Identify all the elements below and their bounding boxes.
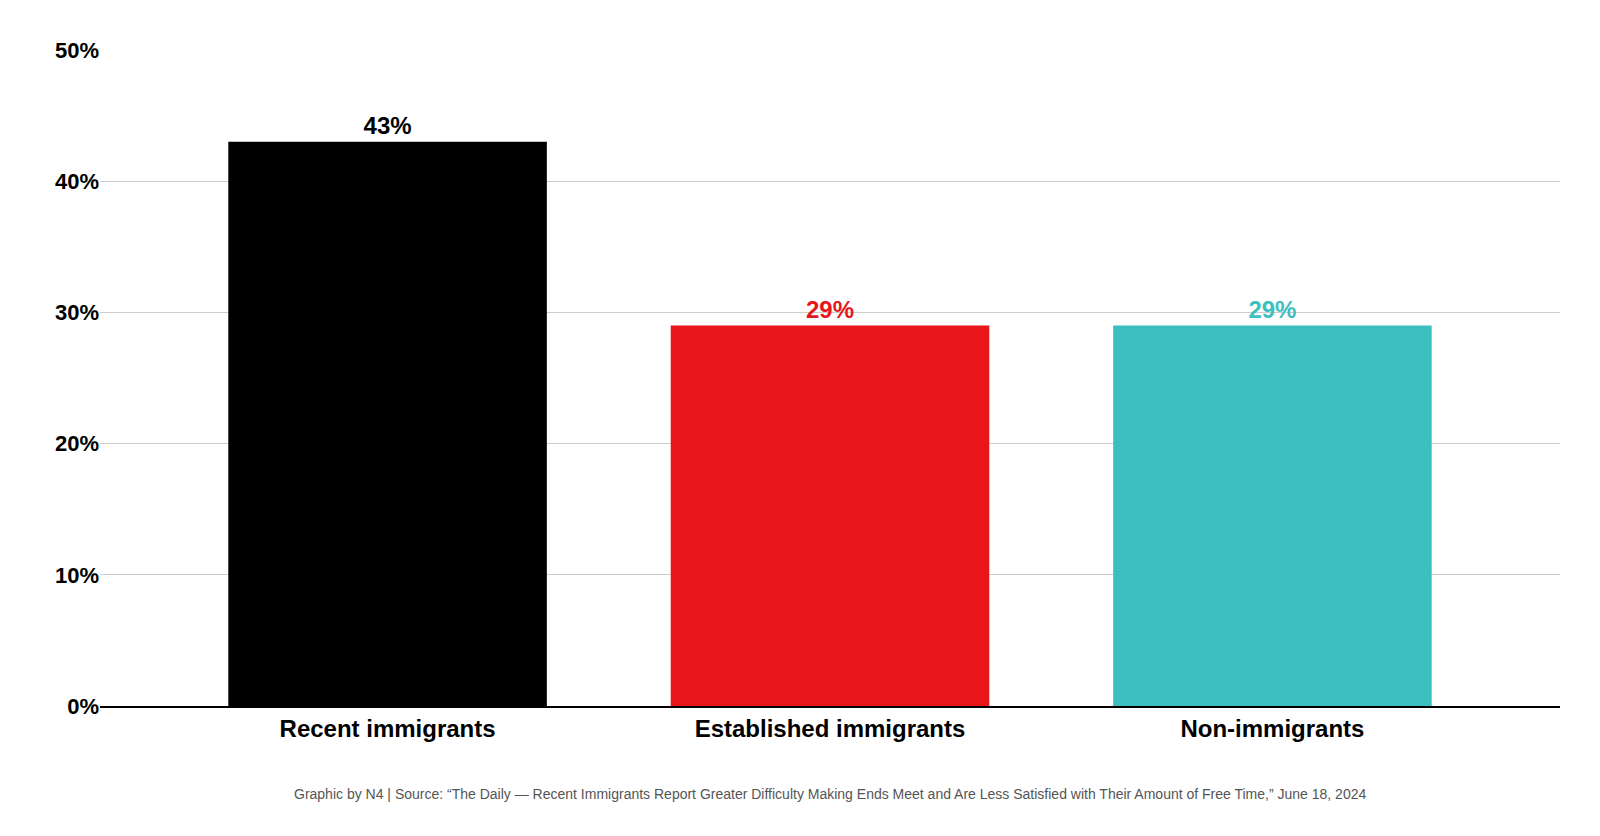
svg-text:Established immigrants: Established immigrants bbox=[695, 715, 966, 742]
svg-text:50%: 50% bbox=[55, 38, 99, 63]
svg-text:29%: 29% bbox=[1248, 296, 1296, 323]
svg-text:29%: 29% bbox=[806, 296, 854, 323]
svg-text:10%: 10% bbox=[55, 563, 99, 588]
svg-text:Recent immigrants: Recent immigrants bbox=[280, 715, 496, 742]
svg-text:40%: 40% bbox=[55, 169, 99, 194]
svg-text:20%: 20% bbox=[55, 431, 99, 456]
svg-text:30%: 30% bbox=[55, 300, 99, 325]
svg-text:Graphic by N4 | Source: “The D: Graphic by N4 | Source: “The Daily — Rec… bbox=[294, 786, 1366, 802]
svg-text:0%: 0% bbox=[67, 694, 99, 719]
svg-text:43%: 43% bbox=[364, 112, 412, 139]
svg-text:Non-immigrants: Non-immigrants bbox=[1180, 715, 1364, 742]
